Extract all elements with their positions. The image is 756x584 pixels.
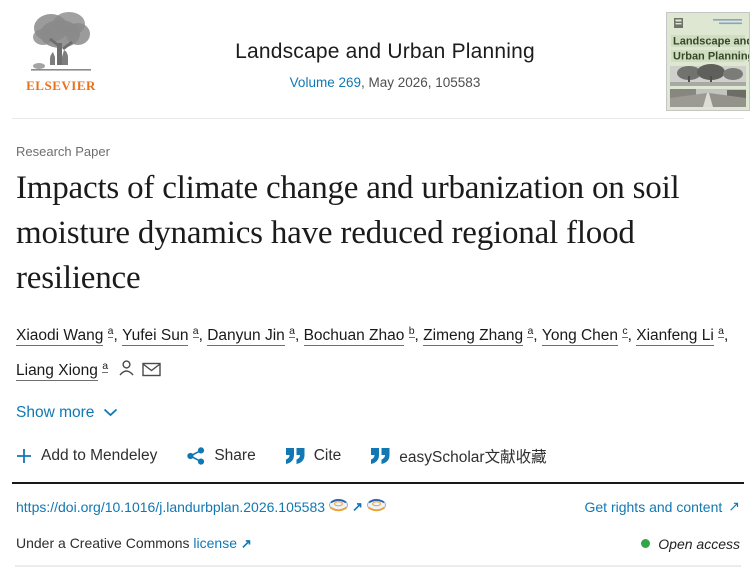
elsevier-tree-icon — [18, 10, 104, 76]
doi-link[interactable]: https://doi.org/10.1016/j.landurbplan.20… — [16, 498, 326, 515]
author-link-corresponding[interactable]: Liang Xiong a — [16, 360, 109, 382]
quote-icon — [285, 448, 305, 465]
issue-info: , May 2026, 105583 — [360, 75, 481, 90]
extension-saucer-icon[interactable] — [366, 497, 387, 516]
author-link[interactable]: Danyun Jin a — [207, 325, 304, 347]
chevron-down-icon — [103, 404, 118, 422]
share-button[interactable]: Share — [187, 447, 256, 466]
header-divider — [12, 118, 744, 119]
volume-link[interactable]: Volume 269 — [289, 75, 361, 90]
actions-divider — [12, 482, 744, 485]
elsevier-logo[interactable]: ELSEVIER — [18, 10, 104, 94]
get-rights-link[interactable]: Get rights and content ↗ — [584, 498, 741, 515]
external-link-arrow-icon: ↗ — [240, 536, 252, 552]
external-link-arrow-icon: ↗ — [728, 498, 740, 515]
author-link[interactable]: Bochuan Zhao b — [303, 325, 423, 347]
article-title: Impacts of climate change and urbanizati… — [16, 170, 680, 296]
easyscholar-save-button[interactable]: easyScholar文献收藏 — [371, 445, 547, 467]
journal-title-link[interactable]: Landscape and Urban Planning — [235, 40, 535, 63]
journal-header: ELSEVIER Landscape and Urban Planning Vo… — [0, 0, 756, 118]
author-link[interactable]: Xiaodi Wang a — [16, 325, 122, 347]
cover-mini-logo — [674, 18, 683, 28]
bottom-divider — [15, 565, 741, 568]
open-access-dot-icon — [641, 539, 651, 549]
license-link[interactable]: license — [193, 535, 237, 552]
svg-text:Landscape and: Landscape and — [673, 36, 749, 48]
doi-row: https://doi.org/10.1016/j.landurbplan.20… — [16, 497, 387, 516]
show-more-button[interactable]: Show more — [16, 404, 118, 422]
author-list: Xiaodi Wang a Yufei Sun a Danyun Jin a B… — [16, 316, 740, 388]
quote-icon — [371, 448, 390, 465]
volume-issue-line: Volume 269, May 2026, 105583 — [104, 75, 666, 90]
corresponding-author-icon — [118, 358, 135, 388]
journal-cover-thumbnail[interactable]: Landscape and Urban Planning — [666, 12, 750, 111]
external-link-arrow-icon: ↗ — [352, 498, 363, 514]
article-type-label: Research Paper — [16, 144, 110, 159]
plus-icon — [16, 448, 32, 464]
article-actions: Add to Mendeley Share Cite — [16, 445, 740, 467]
add-to-mendeley-button[interactable]: Add to Mendeley — [16, 447, 157, 465]
extension-saucer-icon[interactable] — [328, 497, 349, 516]
license-line: Under a Creative Commons license ↗ — [16, 535, 252, 552]
author-link[interactable]: Yong Chen c — [541, 325, 636, 347]
email-envelope-icon — [142, 358, 162, 388]
author-link[interactable]: Zimeng Zhang a — [423, 325, 542, 347]
author-link[interactable]: Xianfeng Li a — [636, 325, 728, 347]
author-link[interactable]: Yufei Sun a — [122, 325, 207, 347]
elsevier-wordmark: ELSEVIER — [26, 78, 96, 93]
cite-button[interactable]: Cite — [285, 447, 341, 465]
svg-text:Urban Planning: Urban Planning — [673, 51, 749, 63]
share-icon — [187, 447, 205, 466]
open-access-badge: Open access — [641, 536, 740, 552]
